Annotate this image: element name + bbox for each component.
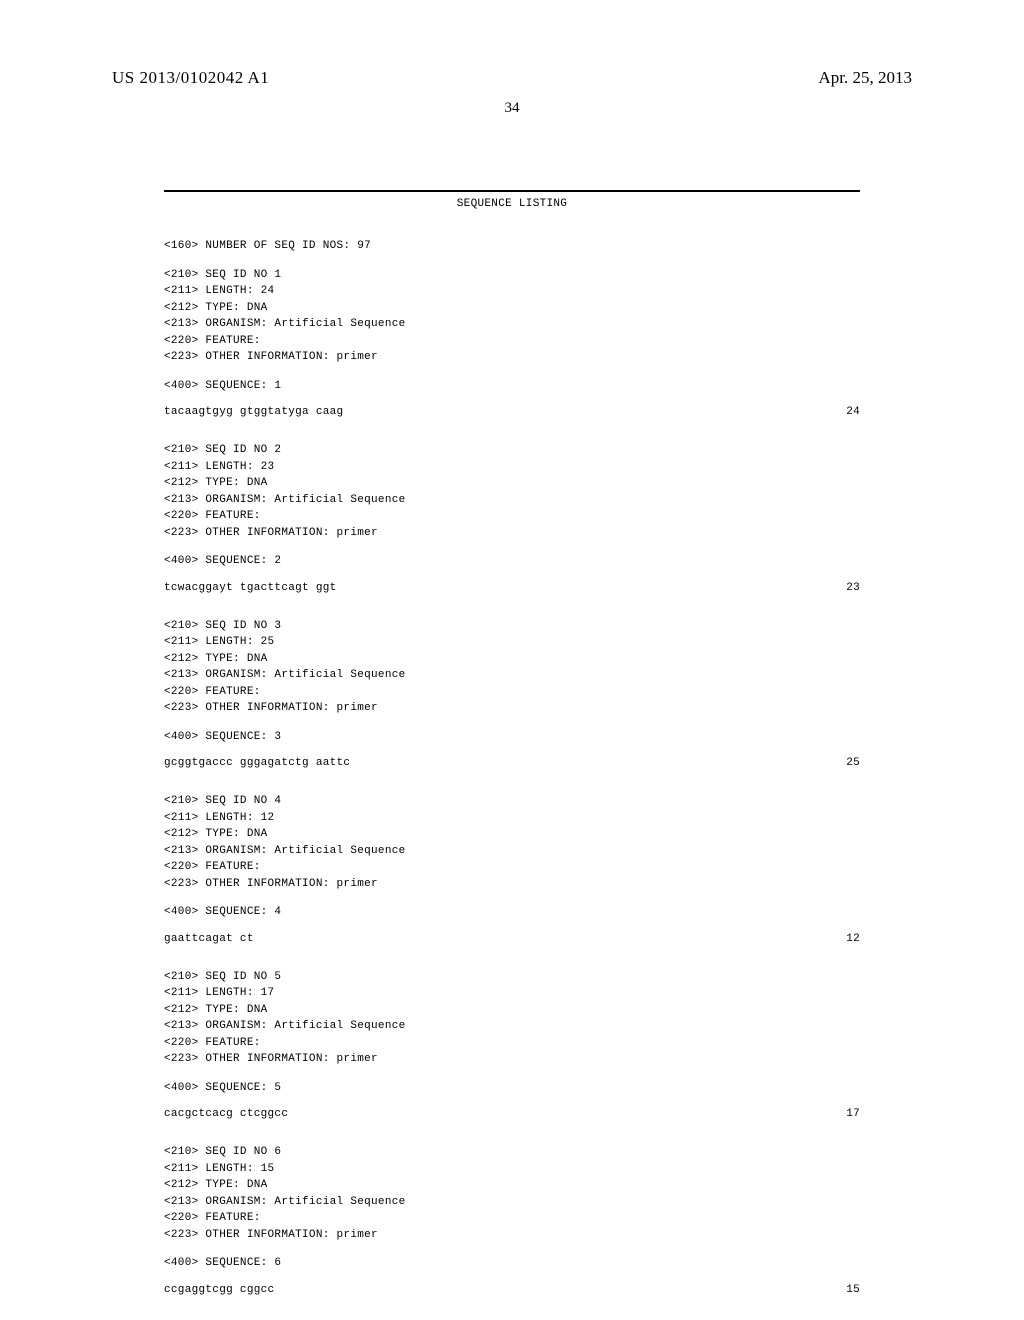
header: US 2013/0102042 A1 Apr. 25, 2013: [0, 68, 1024, 88]
sequence-length: 23: [846, 582, 860, 594]
sequence-length: 24: [846, 406, 860, 418]
sequence-block: <210> SEQ ID NO 1 <211> LENGTH: 24 <212>…: [164, 267, 860, 443]
sequence-line: tacaagtgyg gtggtatyga caag 24: [164, 406, 860, 418]
publication-number: US 2013/0102042 A1: [112, 68, 269, 87]
sequence-meta: <210> SEQ ID NO 1 <211> LENGTH: 24 <212>…: [164, 267, 860, 366]
sequence-length: 17: [846, 1108, 860, 1120]
sequence-listing-title: SEQUENCE LISTING: [164, 198, 860, 210]
sequence-length: 15: [846, 1284, 860, 1296]
sequence-length: 25: [846, 757, 860, 769]
sequence-block: <210> SEQ ID NO 2 <211> LENGTH: 23 <212>…: [164, 442, 860, 618]
sequence-block: <210> SEQ ID NO 4 <211> LENGTH: 12 <212>…: [164, 793, 860, 969]
sequence-text: gcggtgaccc gggagatctg aattc: [164, 757, 350, 769]
divider: [164, 190, 860, 192]
sequence-text: ccgaggtcgg cggcc: [164, 1284, 274, 1296]
sequence-label: <400> SEQUENCE: 3: [164, 729, 860, 746]
sequence-block: <210> SEQ ID NO 5 <211> LENGTH: 17 <212>…: [164, 969, 860, 1145]
seq-count-header: <160> NUMBER OF SEQ ID NOS: 97: [164, 238, 860, 255]
sequence-meta: <210> SEQ ID NO 2 <211> LENGTH: 23 <212>…: [164, 442, 860, 541]
content: SEQUENCE LISTING <160> NUMBER OF SEQ ID …: [164, 190, 860, 1320]
sequence-label: <400> SEQUENCE: 4: [164, 904, 860, 921]
publication-date: Apr. 25, 2013: [819, 68, 913, 88]
sequence-length: 12: [846, 933, 860, 945]
sequence-label: <400> SEQUENCE: 5: [164, 1080, 860, 1097]
sequence-line: gcggtgaccc gggagatctg aattc 25: [164, 757, 860, 769]
sequence-line: cacgctcacg ctcggcc 17: [164, 1108, 860, 1120]
sequence-line: gaattcagat ct 12: [164, 933, 860, 945]
sequence-text: tcwacggayt tgacttcagt ggt: [164, 582, 337, 594]
sequence-label: <400> SEQUENCE: 2: [164, 553, 860, 570]
page-number: 34: [0, 100, 1024, 117]
sequence-text: cacgctcacg ctcggcc: [164, 1108, 288, 1120]
sequence-meta: <210> SEQ ID NO 3 <211> LENGTH: 25 <212>…: [164, 618, 860, 717]
sequence-block: <210> SEQ ID NO 3 <211> LENGTH: 25 <212>…: [164, 618, 860, 794]
sequence-label: <400> SEQUENCE: 6: [164, 1255, 860, 1272]
sequence-line: ccgaggtcgg cggcc 15: [164, 1284, 860, 1296]
sequence-meta: <210> SEQ ID NO 5 <211> LENGTH: 17 <212>…: [164, 969, 860, 1068]
sequence-label: <400> SEQUENCE: 1: [164, 378, 860, 395]
sequence-meta: <210> SEQ ID NO 4 <211> LENGTH: 12 <212>…: [164, 793, 860, 892]
sequence-line: tcwacggayt tgacttcagt ggt 23: [164, 582, 860, 594]
sequence-block: <210> SEQ ID NO 6 <211> LENGTH: 15 <212>…: [164, 1144, 860, 1320]
sequence-text: tacaagtgyg gtggtatyga caag: [164, 406, 343, 418]
sequences-container: <210> SEQ ID NO 1 <211> LENGTH: 24 <212>…: [164, 267, 860, 1320]
sequence-meta: <210> SEQ ID NO 6 <211> LENGTH: 15 <212>…: [164, 1144, 860, 1243]
sequence-text: gaattcagat ct: [164, 933, 254, 945]
